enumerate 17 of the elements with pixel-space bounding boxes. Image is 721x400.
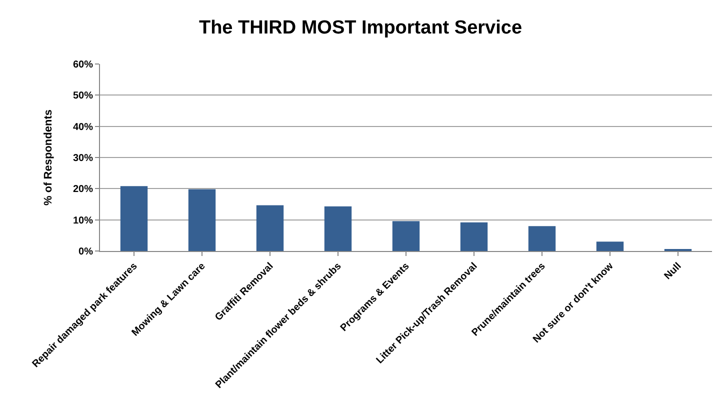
bar	[324, 206, 352, 251]
bar	[460, 222, 488, 251]
y-tick-label: 50%	[72, 90, 94, 102]
bar	[256, 205, 284, 251]
y-tick-label: 10%	[72, 215, 94, 226]
y-tick-label: 60%	[72, 60, 94, 70]
y-tick-label: 30%	[72, 153, 94, 164]
bar	[392, 221, 420, 251]
y-tick-label: 40%	[72, 122, 94, 133]
bar	[596, 242, 624, 251]
bar	[528, 226, 556, 251]
y-tick-label: 20%	[72, 184, 94, 196]
bar	[120, 186, 148, 251]
chart-title: The THIRD MOST Important Service	[198, 17, 522, 38]
bar	[188, 189, 216, 251]
y-axis-title: % of Respondents	[42, 110, 55, 206]
y-tick-label: 0%	[78, 246, 94, 258]
